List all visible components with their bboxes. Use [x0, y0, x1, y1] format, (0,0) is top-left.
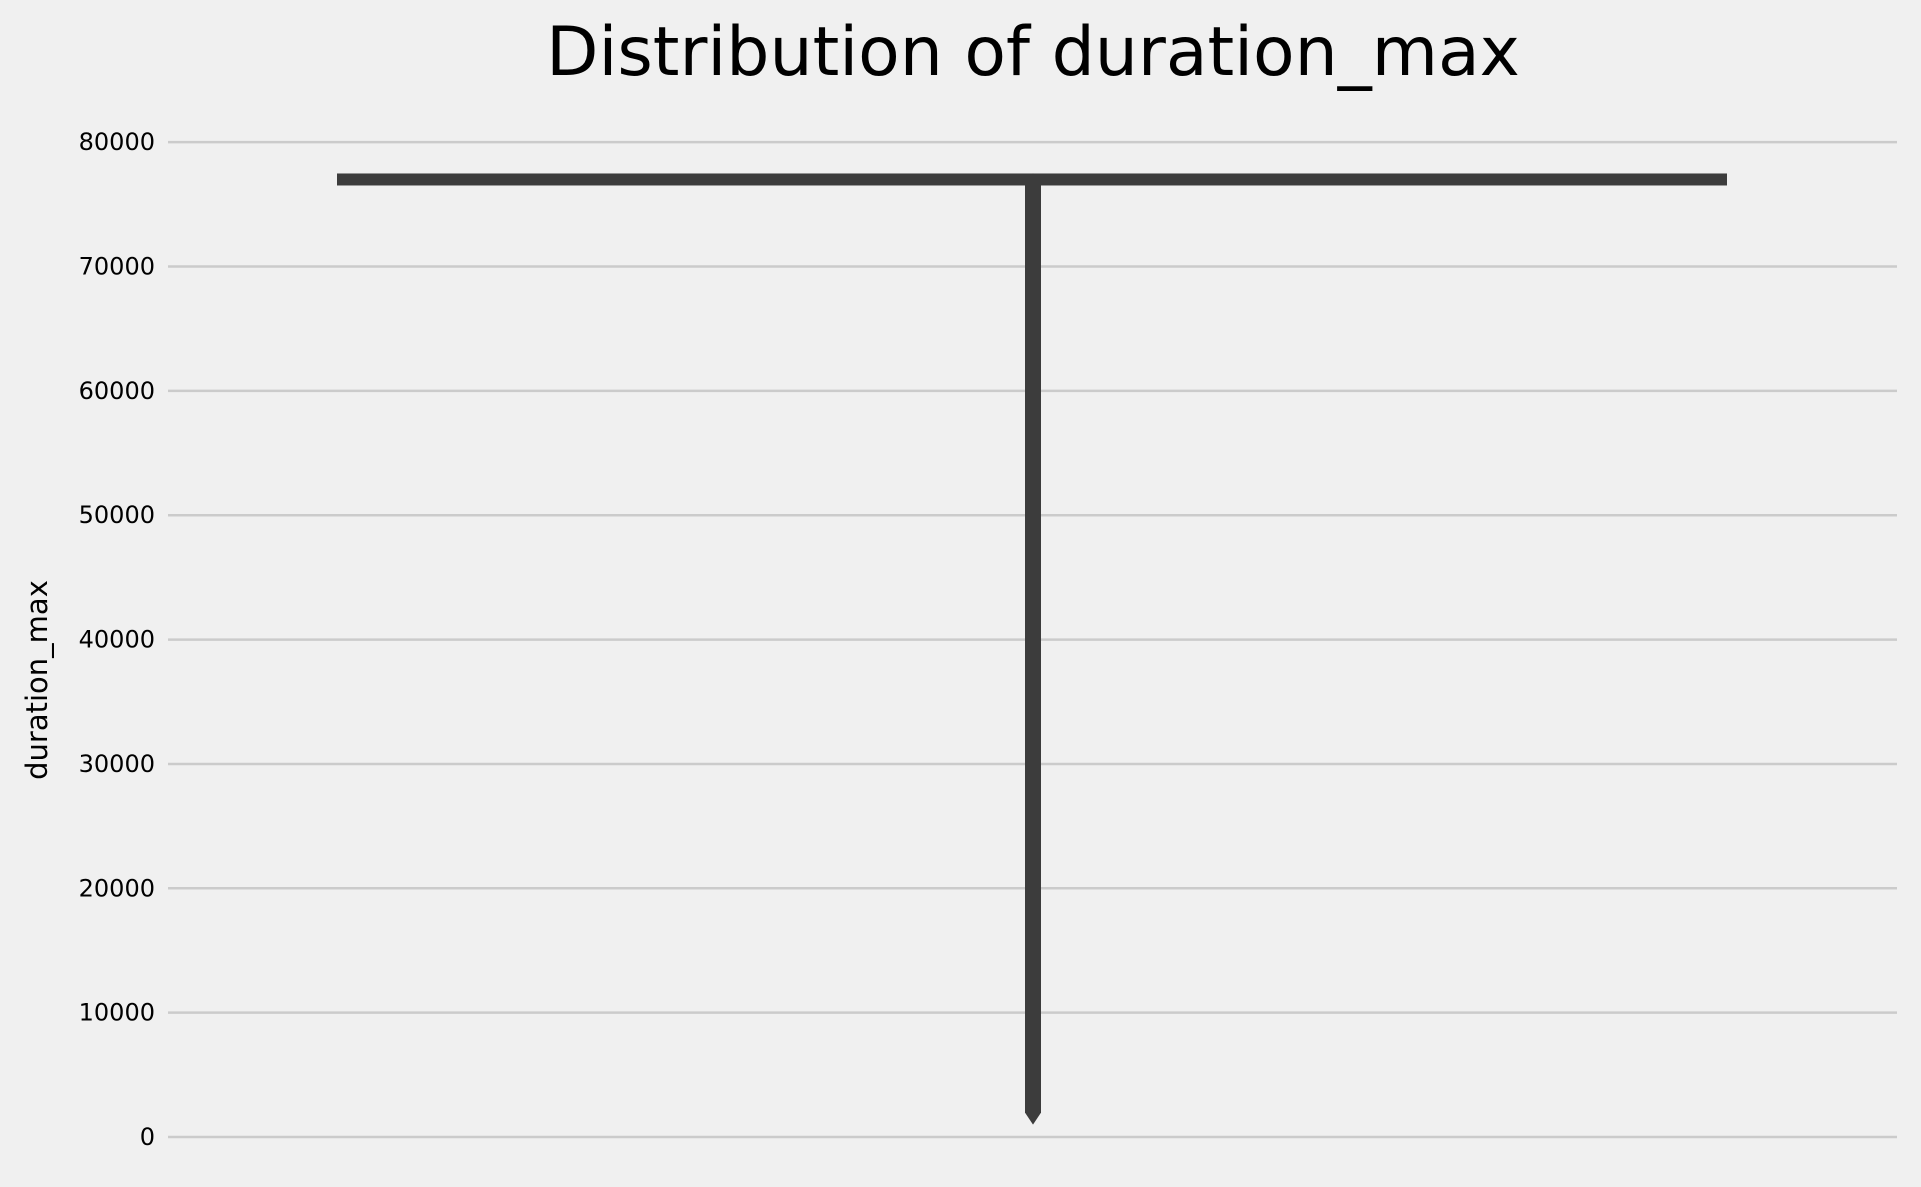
violin-spine [1025, 173, 1041, 1125]
y-tick-label-4: 40000 [79, 626, 155, 654]
chart-title: Distribution of duration_max [546, 13, 1520, 92]
y-tick-label-1: 10000 [79, 999, 155, 1027]
y-tick-label-5: 50000 [79, 501, 155, 529]
y-axis-label: duration_max [20, 580, 54, 780]
y-tick-label-7: 70000 [79, 253, 155, 281]
y-tick-label-0: 0 [140, 1123, 155, 1151]
violin-density-peak [337, 173, 1727, 186]
y-tick-labels: 0 10000 20000 30000 40000 50000 60000 70000 8000… [79, 128, 155, 1151]
violin-body [337, 173, 1727, 1125]
y-tick-label-6: 60000 [79, 377, 155, 405]
y-tick-label-3: 30000 [79, 750, 155, 778]
y-tick-label-8: 80000 [79, 128, 155, 156]
y-tick-label-2: 20000 [79, 874, 155, 902]
